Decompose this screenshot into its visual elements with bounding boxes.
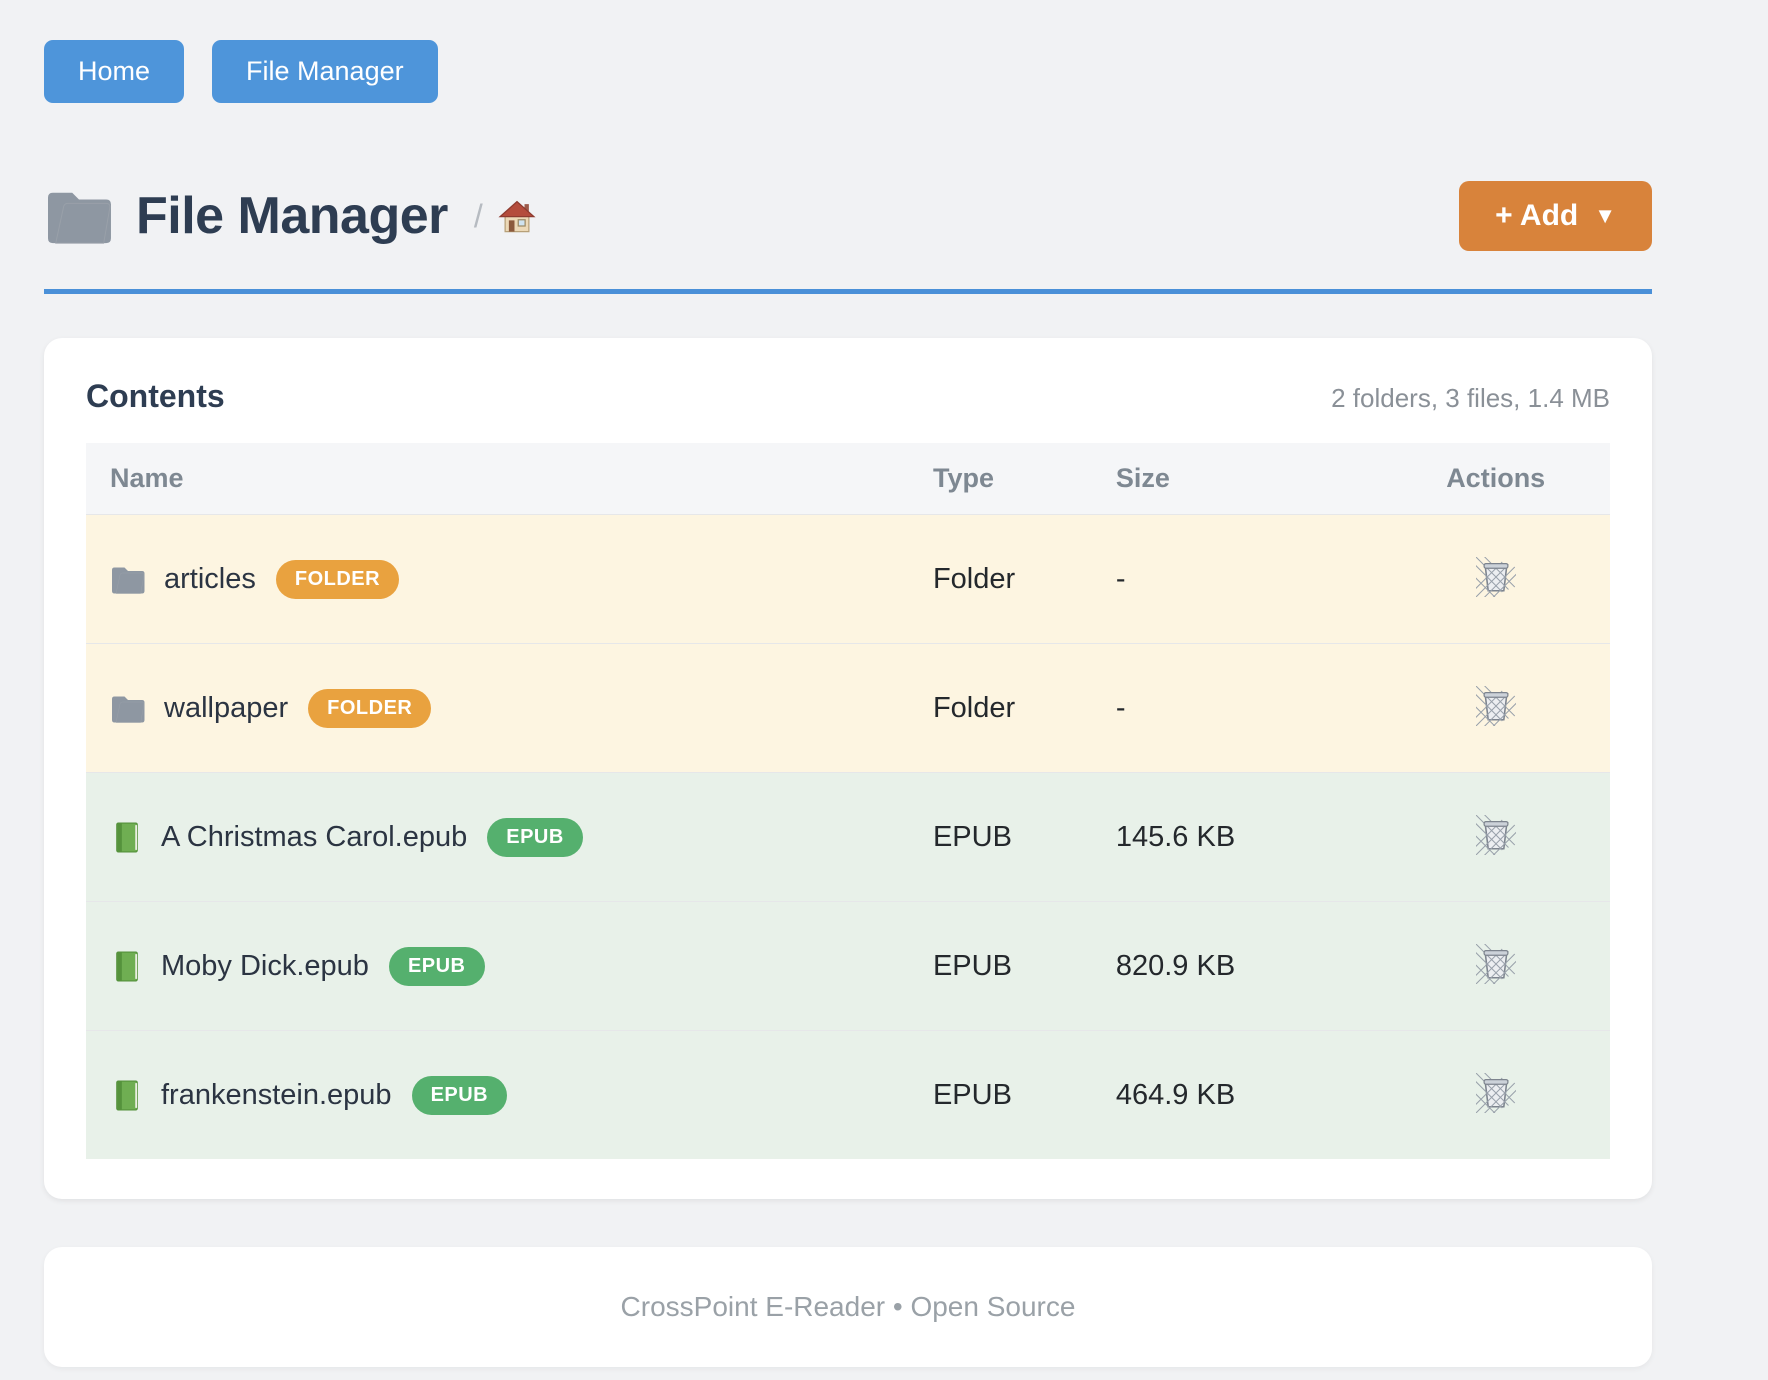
table-row: frankenstein.epub EPUB EPUB 464.9 KB	[86, 1030, 1610, 1159]
folder-icon	[110, 563, 146, 596]
chevron-down-icon: ▼	[1594, 203, 1616, 228]
folder-icon	[110, 692, 146, 725]
delete-button[interactable]	[1472, 940, 1520, 988]
file-type: EPUB	[908, 901, 1092, 1031]
file-size: 145.6 KB	[1091, 772, 1382, 902]
file-type: Folder	[908, 514, 1092, 644]
file-name: Moby Dick.epub	[161, 949, 369, 982]
table-row: wallpaper FOLDER Folder -	[86, 643, 1610, 773]
nav-file-manager-button[interactable]: File Manager	[212, 40, 438, 103]
page: Home File Manager File Manager / + Add ▼…	[44, 0, 1652, 1367]
table-header-row: Name Type Size Actions	[86, 443, 1610, 515]
file-link[interactable]: articles	[110, 563, 256, 596]
file-link[interactable]: frankenstein.epub	[110, 1078, 392, 1113]
file-type: EPUB	[908, 772, 1092, 902]
file-type: Folder	[908, 643, 1092, 773]
trash-icon	[1476, 686, 1516, 726]
type-badge: EPUB	[411, 1075, 508, 1115]
file-size: 820.9 KB	[1091, 901, 1382, 1031]
column-header-name: Name	[110, 463, 184, 493]
house-icon[interactable]	[497, 196, 537, 236]
type-badge: FOLDER	[308, 688, 432, 728]
delete-button[interactable]	[1472, 682, 1520, 730]
page-title: File Manager	[136, 187, 448, 245]
add-button[interactable]: + Add ▼	[1459, 181, 1652, 251]
file-link[interactable]: wallpaper	[110, 692, 288, 725]
contents-title: Contents	[86, 378, 225, 414]
file-name: frankenstein.epub	[161, 1078, 392, 1111]
type-badge: FOLDER	[275, 559, 400, 599]
add-button-label: + Add	[1495, 199, 1579, 232]
trash-icon	[1476, 944, 1516, 984]
breadcrumb-separator: /	[473, 197, 483, 234]
file-name: articles	[164, 562, 256, 595]
contents-summary: 2 folders, 3 files, 1.4 MB	[1331, 383, 1610, 413]
contents-card-header: Contents 2 folders, 3 files, 1.4 MB	[86, 378, 1610, 415]
top-nav: Home File Manager	[44, 40, 1652, 103]
nav-home-button[interactable]: Home	[44, 40, 185, 103]
green-book-icon	[110, 949, 143, 984]
table-row: articles FOLDER Folder -	[86, 514, 1610, 644]
title-group: File Manager /	[44, 185, 537, 247]
trash-icon	[1476, 557, 1516, 597]
file-size: -	[1091, 643, 1382, 773]
column-header-actions: Actions	[1446, 463, 1546, 493]
file-size: 464.9 KB	[1091, 1030, 1382, 1159]
footer: CrossPoint E-Reader • Open Source	[44, 1247, 1652, 1367]
table-row: A Christmas Carol.epub EPUB EPUB 145.6 K…	[86, 772, 1610, 902]
file-table: Name Type Size Actions articles FOLDER F…	[86, 443, 1610, 1159]
table-row: Moby Dick.epub EPUB EPUB 820.9 KB	[86, 901, 1610, 1031]
file-link[interactable]: Moby Dick.epub	[110, 949, 369, 984]
column-header-size: Size	[1115, 463, 1170, 493]
contents-card: Contents 2 folders, 3 files, 1.4 MB Name…	[44, 338, 1652, 1199]
page-header: File Manager / + Add ▼	[44, 181, 1652, 251]
file-name: A Christmas Carol.epub	[161, 820, 468, 853]
footer-text: CrossPoint E-Reader • Open Source	[620, 1291, 1076, 1322]
delete-button[interactable]	[1472, 553, 1520, 601]
trash-icon	[1476, 815, 1516, 855]
file-link[interactable]: A Christmas Carol.epub	[110, 820, 467, 855]
trash-icon	[1476, 1073, 1516, 1113]
file-size: -	[1091, 514, 1382, 644]
green-book-icon	[110, 820, 143, 855]
type-badge: EPUB	[487, 817, 583, 857]
breadcrumb: /	[474, 196, 537, 236]
type-badge: EPUB	[388, 946, 485, 986]
header-rule	[44, 289, 1652, 294]
folder-icon	[44, 185, 114, 247]
green-book-icon	[110, 1078, 143, 1113]
file-name: wallpaper	[164, 691, 289, 724]
delete-button[interactable]	[1472, 811, 1520, 859]
column-header-type: Type	[932, 463, 994, 493]
delete-button[interactable]	[1472, 1069, 1520, 1117]
file-type: EPUB	[908, 1030, 1092, 1159]
